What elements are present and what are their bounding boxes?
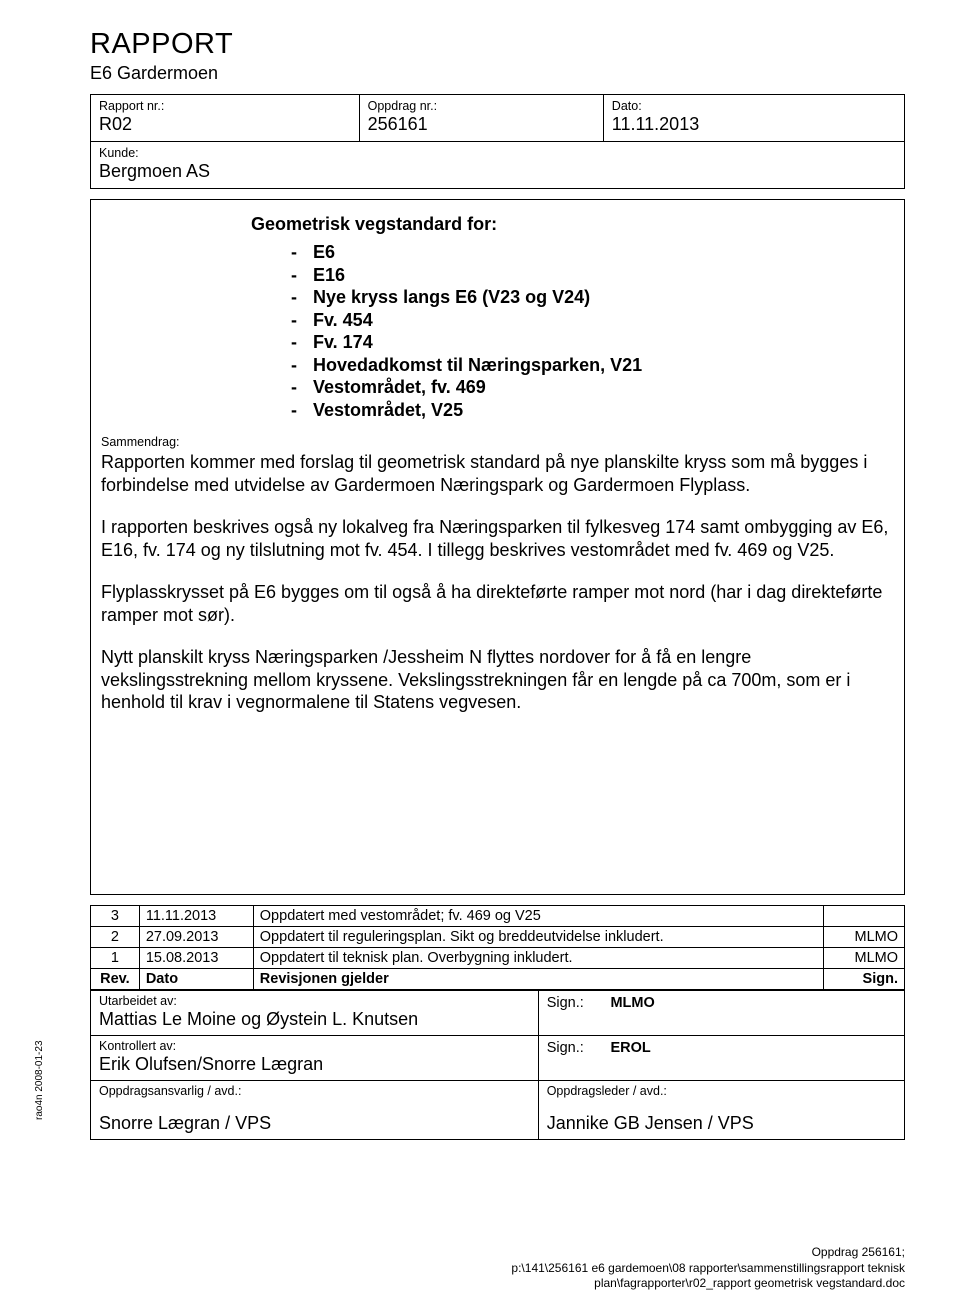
utarbeidet-label: Utarbeidet av: xyxy=(99,994,530,1008)
paragraph: I rapporten beskrives også ny lokalveg f… xyxy=(101,516,890,561)
sammendrag-label: Sammendrag: xyxy=(101,435,890,449)
paragraph: Flyplasskrysset på E6 bygges om til også… xyxy=(101,581,890,626)
dato-value: 11.11.2013 xyxy=(612,114,896,135)
rev-date: 11.11.2013 xyxy=(139,905,253,926)
rev-header-desc: Revisjonen gjelder xyxy=(253,968,823,989)
rev-header-date: Dato xyxy=(139,968,253,989)
paragraph: Nytt planskilt kryss Næringsparken /Jess… xyxy=(101,646,890,714)
rev-sign xyxy=(823,905,904,926)
list-item: Hovedadkomst til Næringsparken, V21 xyxy=(291,354,890,377)
table-row: 3 11.11.2013 Oppdatert med vestområdet; … xyxy=(91,905,905,926)
list-item: Vestområdet, fv. 469 xyxy=(291,376,890,399)
kontrollert-label: Kontrollert av: xyxy=(99,1039,530,1053)
rev-date: 15.08.2013 xyxy=(139,947,253,968)
rev-sign: MLMO xyxy=(823,947,904,968)
revision-table: 3 11.11.2013 Oppdatert med vestområdet; … xyxy=(90,905,905,990)
table-row: 2 27.09.2013 Oppdatert til reguleringspl… xyxy=(91,926,905,947)
footer: Oppdrag 256161; p:\141\256161 e6 gardemo… xyxy=(511,1245,905,1292)
table-header-row: Rev. Dato Revisjonen gjelder Sign. xyxy=(91,968,905,989)
rapport-nr-value: R02 xyxy=(99,114,351,135)
report-title: RAPPORT xyxy=(90,28,905,61)
leder-label: Oppdragsleder / avd.: xyxy=(547,1084,896,1098)
paragraph: Rapporten kommer med forslag til geometr… xyxy=(101,451,890,496)
rev-desc: Oppdatert med vestområdet; fv. 469 og V2… xyxy=(253,905,823,926)
oppdrag-nr-label: Oppdrag nr.: xyxy=(368,99,595,113)
side-code: rao4n 2008-01-23 xyxy=(34,1040,45,1120)
rev-desc: Oppdatert til teknisk plan. Overbygning … xyxy=(253,947,823,968)
geo-heading: Geometrisk vegstandard for: xyxy=(251,214,890,235)
footer-line: plan\fagrapporter\r02_rapport geometrisk… xyxy=(511,1276,905,1292)
signature-table: Utarbeidet av: Mattias Le Moine og Øyste… xyxy=(90,990,905,1140)
list-item: Fv. 174 xyxy=(291,331,890,354)
footer-line: Oppdrag 256161; xyxy=(511,1245,905,1261)
list-item: E6 xyxy=(291,241,890,264)
sign-value: EROL xyxy=(610,1040,650,1056)
ansvarlig-label: Oppdragsansvarlig / avd.: xyxy=(99,1084,530,1098)
geo-list: E6 E16 Nye kryss langs E6 (V23 og V24) F… xyxy=(291,241,890,421)
rev-num: 2 xyxy=(91,926,140,947)
rev-desc: Oppdatert til reguleringsplan. Sikt og b… xyxy=(253,926,823,947)
utarbeidet-value: Mattias Le Moine og Øystein L. Knutsen xyxy=(99,1009,530,1030)
kunde-value: Bergmoen AS xyxy=(99,161,896,182)
rev-date: 27.09.2013 xyxy=(139,926,253,947)
list-item: Vestområdet, V25 xyxy=(291,399,890,422)
main-content-box: Geometrisk vegstandard for: E6 E16 Nye k… xyxy=(90,199,905,895)
rev-header-num: Rev. xyxy=(91,968,140,989)
rev-num: 3 xyxy=(91,905,140,926)
meta-table: Rapport nr.: R02 Oppdrag nr.: 256161 Dat… xyxy=(90,94,905,189)
sign-label: Sign.: xyxy=(547,1040,584,1056)
kontrollert-value: Erik Olufsen/Snorre Lægran xyxy=(99,1054,530,1075)
rapport-nr-label: Rapport nr.: xyxy=(99,99,351,113)
rev-sign: MLMO xyxy=(823,926,904,947)
table-row: 1 15.08.2013 Oppdatert til teknisk plan.… xyxy=(91,947,905,968)
footer-line: p:\141\256161 e6 gardemoen\08 rapporter\… xyxy=(511,1261,905,1277)
list-item: Nye kryss langs E6 (V23 og V24) xyxy=(291,286,890,309)
kunde-label: Kunde: xyxy=(99,146,896,160)
list-item: E16 xyxy=(291,264,890,287)
rev-header-sign: Sign. xyxy=(823,968,904,989)
report-page: RAPPORT E6 Gardermoen Rapport nr.: R02 O… xyxy=(0,0,960,1140)
ansvarlig-value: Snorre Lægran / VPS xyxy=(99,1113,530,1134)
rev-num: 1 xyxy=(91,947,140,968)
list-item: Fv. 454 xyxy=(291,309,890,332)
sign-label: Sign.: xyxy=(547,995,584,1011)
leder-value: Jannike GB Jensen / VPS xyxy=(547,1113,896,1134)
report-subtitle: E6 Gardermoen xyxy=(90,63,905,84)
dato-label: Dato: xyxy=(612,99,896,113)
sign-value: MLMO xyxy=(610,995,654,1011)
oppdrag-nr-value: 256161 xyxy=(368,114,595,135)
